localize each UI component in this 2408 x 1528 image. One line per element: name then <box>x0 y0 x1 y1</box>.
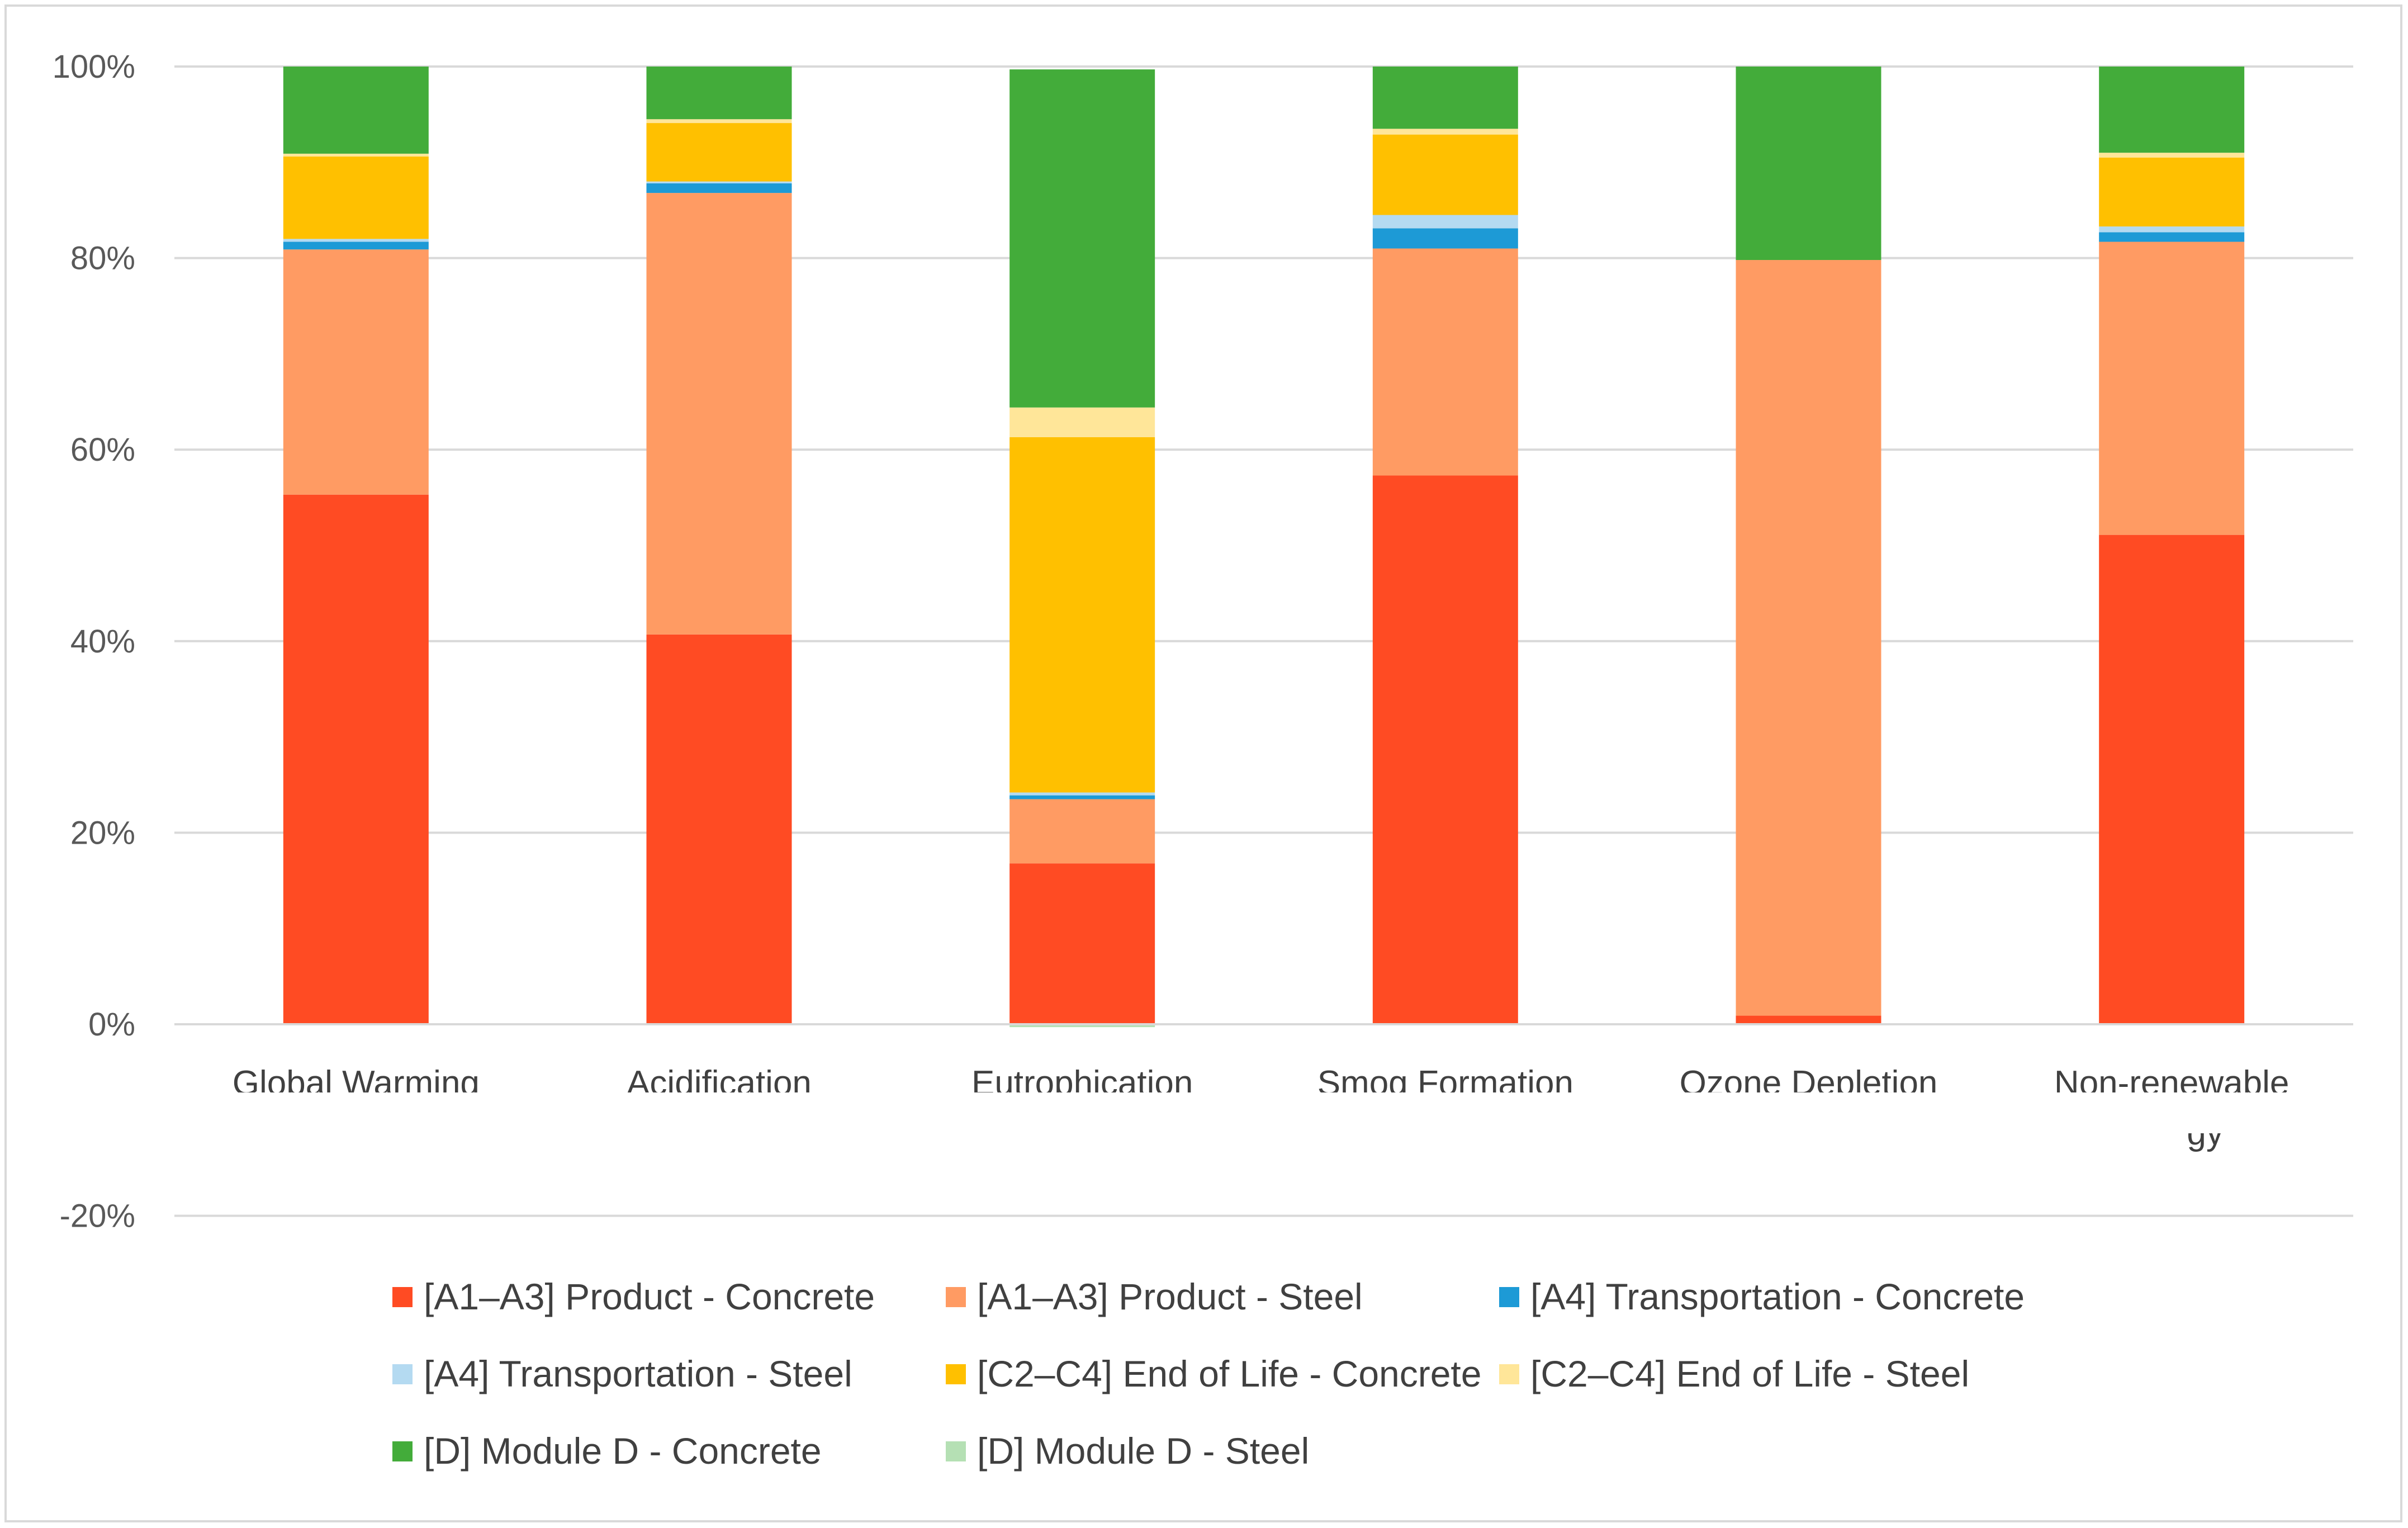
y-axis-ticks: -20% 0% 20% 40% 60% 80% 100% <box>53 49 135 1234</box>
legend-item-a1-a3-product-concrete: [A1–A3] Product - Concrete <box>392 1276 875 1317</box>
bar-non-renewable-c2-c4-end-of-life-steel <box>2099 153 2245 158</box>
legend: [A1–A3] Product - Concrete [A1–A3] Produc… <box>392 1276 2025 1472</box>
legend-item-a4-transportation-concrete: [A4] Transportation - Concrete <box>1499 1276 2025 1317</box>
category-label-non-renewable: Non-renewable <box>2054 1064 2289 1103</box>
bar-acidification-a1-a3-product-concrete <box>646 634 792 1024</box>
bar-smog-formation-c2-c4-end-of-life-concrete <box>1372 134 1518 215</box>
bar-non-renewable-d-module-d-concrete <box>2099 67 2245 153</box>
bar-global-warming-a4-transportation-concrete <box>283 242 429 250</box>
y-tick-label: 20% <box>70 815 135 851</box>
bar-global-warming-a4-transportation-steel <box>283 239 429 242</box>
bar-ozone-depletion-a1-a3-product-concrete <box>1736 1015 1881 1024</box>
bar-eutrophication-c2-c4-end-of-life-steel <box>1009 407 1155 437</box>
bar-acidification-a4-transportation-steel <box>646 181 792 183</box>
bar-eutrophication-a4-transportation-concrete <box>1009 795 1155 800</box>
bar-acidification-c2-c4-end-of-life-steel <box>646 119 792 124</box>
legend-swatch <box>946 1364 966 1384</box>
bar-acidification-c2-c4-end-of-life-concrete <box>646 123 792 182</box>
bar-global-warming-a1-a3-product-concrete <box>283 494 429 1024</box>
y-tick-label: 60% <box>70 432 135 468</box>
legend-swatch <box>392 1287 413 1307</box>
category-label-ozone-depletion: Ozone Depletion <box>1680 1064 1938 1103</box>
bar-ozone-depletion-d-module-d-concrete <box>1736 67 1881 261</box>
legend-label: [A1–A3] Product - Concrete <box>424 1276 875 1317</box>
bar-acidification-d-module-d-concrete <box>646 67 792 120</box>
bar-non-renewable-a4-transportation-steel <box>2099 226 2245 233</box>
bar-global-warming-a1-a3-product-steel <box>283 249 429 495</box>
bar-non-renewable-c2-c4-end-of-life-concrete <box>2099 157 2245 227</box>
bar-global-warming-c2-c4-end-of-life-steel <box>283 153 429 157</box>
legend-item-c2-c4-end-of-life-concrete: [C2–C4] End of Life - Concrete <box>946 1353 1481 1394</box>
bar-smog-formation-a1-a3-product-concrete <box>1372 475 1518 1024</box>
bar-non-renewable-a1-a3-product-steel <box>2099 242 2245 535</box>
legend-swatch <box>946 1441 966 1461</box>
category-label-overflow: gy <box>2187 1114 2223 1152</box>
legend-label: [A4] Transportation - Steel <box>424 1353 852 1394</box>
legend-item-c2-c4-end-of-life-steel: [C2–C4] End of Life - Steel <box>1499 1353 1969 1394</box>
category-label-eutrophication: Eutrophication <box>971 1064 1193 1103</box>
bar-smog-formation-a4-transportation-concrete <box>1372 228 1518 249</box>
legend-label: [A4] Transportation - Concrete <box>1530 1276 2025 1317</box>
bar-eutrophication-a1-a3-product-concrete <box>1009 863 1155 1024</box>
legend-swatch <box>392 1364 413 1384</box>
bar-eutrophication-c2-c4-end-of-life-concrete <box>1009 437 1155 793</box>
bar-smog-formation-c2-c4-end-of-life-steel <box>1372 129 1518 135</box>
bar-ozone-depletion-a1-a3-product-steel <box>1736 260 1881 1016</box>
bar-non-renewable-a4-transportation-concrete <box>2099 232 2245 242</box>
legend-label: [A1–A3] Product - Steel <box>977 1276 1363 1317</box>
bar-global-warming-d-module-d-concrete <box>283 67 429 154</box>
bar-smog-formation-a1-a3-product-steel <box>1372 248 1518 476</box>
category-label-acidification: Acidification <box>627 1064 812 1103</box>
legend-swatch <box>1499 1287 1519 1307</box>
bar-eutrophication-d-module-d-concrete <box>1009 69 1155 408</box>
legend-label: [D] Module D - Concrete <box>424 1430 822 1472</box>
bar-eutrophication-a1-a3-product-steel <box>1009 799 1155 864</box>
chart-frame: -20% 0% 20% 40% 60% 80% 100% Global Warming Aci… <box>4 4 2402 1522</box>
legend-item-d-module-d-steel: [D] Module D - Steel <box>946 1430 1309 1472</box>
bar-non-renewable-a1-a3-product-concrete <box>2099 534 2245 1024</box>
legend-label: [D] Module D - Steel <box>977 1430 1309 1472</box>
legend-label: [C2–C4] End of Life - Steel <box>1530 1353 1969 1394</box>
bar-smog-formation-a4-transportation-steel <box>1372 215 1518 229</box>
bar-eutrophication-d-module-d-steel <box>1009 1024 1155 1028</box>
bar-acidification-a4-transportation-concrete <box>646 183 792 193</box>
gridlines <box>174 65 2353 1217</box>
stacked-bar-chart: -20% 0% 20% 40% 60% 80% 100% Global Warming Aci… <box>53 49 2353 1472</box>
legend-label: [C2–C4] End of Life - Concrete <box>977 1353 1481 1394</box>
legend-swatch <box>946 1287 966 1307</box>
category-label-global-warming: Global Warming <box>233 1064 480 1103</box>
bar-acidification-a1-a3-product-steel <box>646 193 792 635</box>
legend-item-d-module-d-concrete: [D] Module D - Concrete <box>392 1430 822 1472</box>
y-tick-label: 0% <box>88 1006 135 1043</box>
bars <box>283 67 2245 1028</box>
legend-item-a1-a3-product-steel: [A1–A3] Product - Steel <box>946 1276 1363 1317</box>
category-label-smog-formation: Smog Formation <box>1317 1064 1573 1103</box>
y-tick-label: 80% <box>70 240 135 277</box>
legend-swatch <box>1499 1364 1519 1384</box>
bar-smog-formation-d-module-d-concrete <box>1372 67 1518 129</box>
x-axis-categories: Global Warming Acidification Eutrophicatio… <box>233 1064 2290 1152</box>
legend-item-a4-transportation-steel: [A4] Transportation - Steel <box>392 1353 852 1394</box>
bar-global-warming-c2-c4-end-of-life-concrete <box>283 157 429 239</box>
bar-eutrophication-a4-transportation-steel <box>1009 792 1155 796</box>
legend-swatch <box>392 1441 413 1461</box>
y-tick-label: 40% <box>70 623 135 660</box>
y-tick-label: 100% <box>53 49 135 85</box>
y-tick-label: -20% <box>60 1198 135 1234</box>
